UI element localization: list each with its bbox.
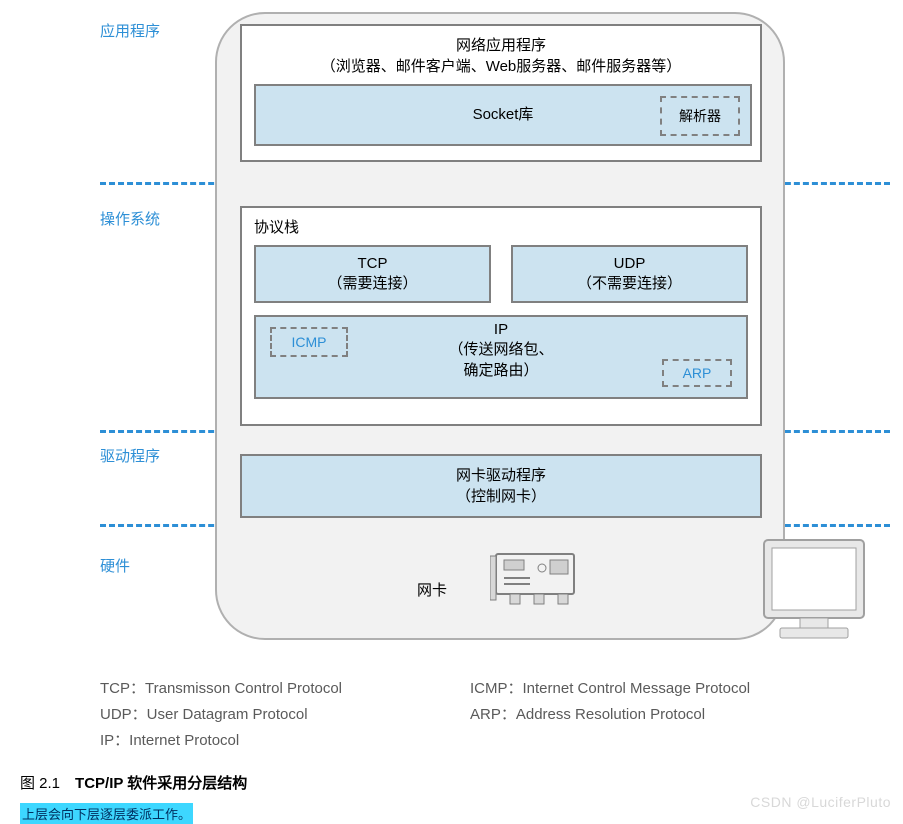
- legend-arp: ARP：Address Resolution Protocol: [470, 702, 840, 728]
- software-container: 网络应用程序 （浏览器、邮件客户端、Web服务器、邮件服务器等） Socket库…: [215, 12, 785, 640]
- resolver-box: 解析器: [660, 96, 740, 136]
- ip-box: IP （传送网络包、 确定路由） ICMP ARP: [254, 315, 748, 399]
- tcp-sub: （需要连接）: [256, 272, 489, 293]
- legend-udp: UDP：User Datagram Protocol: [100, 702, 470, 728]
- note-highlight: 上层会向下层逐层委派工作。: [20, 803, 193, 824]
- nic-driver-box: 网卡驱动程序 （控制网卡）: [240, 454, 762, 518]
- driver-line2: （控制网卡）: [242, 485, 760, 506]
- tcp-box: TCP （需要连接）: [254, 245, 491, 303]
- legend-ip: IP：Internet Protocol: [100, 728, 470, 754]
- layer-label-os: 操作系统: [100, 208, 200, 229]
- socket-lib-box: Socket库 解析器: [254, 84, 752, 146]
- arp-box: ARP: [662, 359, 732, 387]
- caption-prefix: 图 2.1: [20, 775, 75, 792]
- figure-caption: 图 2.1 TCP/IP 软件采用分层结构: [0, 754, 903, 793]
- tcp-udp-row: TCP （需要连接） UDP （不需要连接）: [254, 245, 748, 303]
- caption-bold: TCP/IP 软件采用分层结构: [75, 775, 247, 792]
- layer-label-app: 应用程序: [100, 20, 200, 41]
- legend-icmp: ICMP：Internet Control Message Protocol: [470, 676, 840, 702]
- udp-sub: （不需要连接）: [513, 272, 746, 293]
- layer-label-driver: 驱动程序: [100, 445, 200, 466]
- protocol-stack-title: 协议栈: [254, 216, 748, 237]
- layer-label-hw: 硬件: [100, 555, 200, 576]
- app-title: 网络应用程序: [242, 34, 760, 55]
- socket-label: Socket库: [473, 106, 534, 123]
- legend-tcp: TCP：Transmisson Control Protocol: [100, 676, 470, 702]
- watermark: CSDN @LuciferPluto: [750, 794, 891, 810]
- udp-name: UDP: [513, 255, 746, 272]
- icmp-box: ICMP: [270, 327, 348, 357]
- app-group: 网络应用程序 （浏览器、邮件客户端、Web服务器、邮件服务器等） Socket库…: [240, 24, 762, 162]
- protocol-stack-group: 协议栈 TCP （需要连接） UDP （不需要连接） IP （传送网络包、 确定…: [240, 206, 762, 426]
- nic-card-icon: [490, 548, 586, 612]
- nic-label: 网卡: [417, 579, 447, 600]
- udp-box: UDP （不需要连接）: [511, 245, 748, 303]
- protocol-legend: TCP：Transmisson Control Protocol UDP：Use…: [0, 660, 903, 754]
- monitor-icon: [760, 536, 870, 644]
- app-subtitle: （浏览器、邮件客户端、Web服务器、邮件服务器等）: [242, 55, 760, 76]
- tcp-name: TCP: [256, 255, 489, 272]
- driver-line1: 网卡驱动程序: [242, 464, 760, 485]
- tcpip-layer-diagram: 应用程序 操作系统 驱动程序 硬件 网络应用程序 （浏览器、邮件客户端、Web服…: [0, 0, 903, 660]
